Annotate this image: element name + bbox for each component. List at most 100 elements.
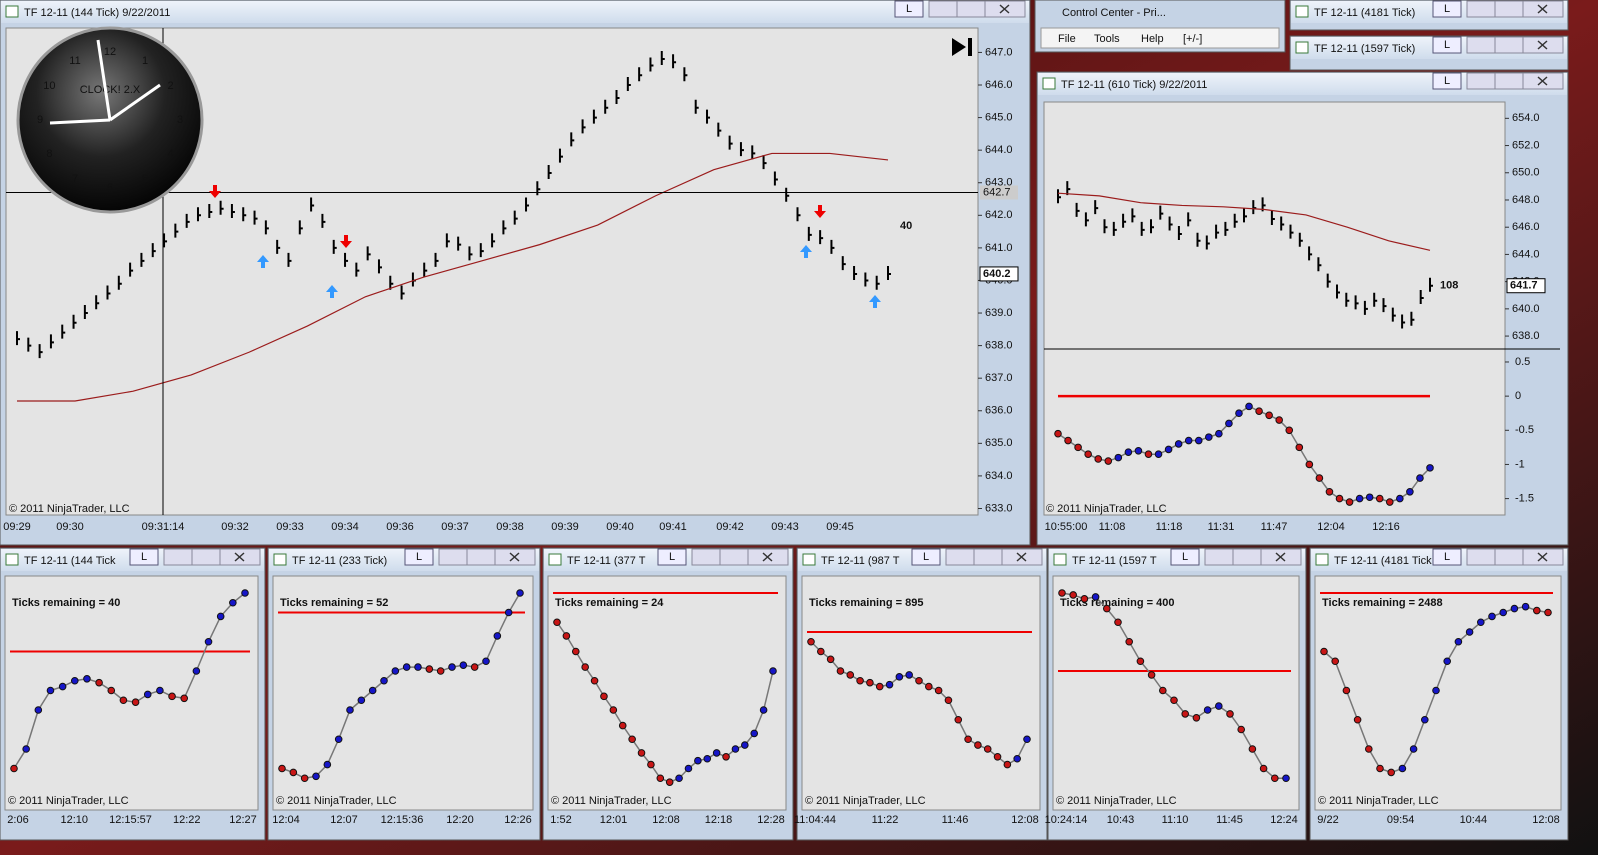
oscillator-dot <box>156 686 164 695</box>
maximize-button[interactable] <box>466 548 496 566</box>
minimize-button[interactable] <box>928 0 958 18</box>
price-bar <box>1252 200 1257 215</box>
oscillator-dot <box>1074 443 1082 452</box>
oscillator-dot <box>323 760 332 769</box>
oscillator-dot <box>1499 608 1507 617</box>
button-l[interactable] <box>894 0 924 18</box>
menu-item[interactable]: File <box>1058 33 1076 45</box>
oscillator-dot <box>1416 474 1424 482</box>
minimize-button[interactable] <box>945 548 975 566</box>
x-tick-label: 12:27 <box>229 814 257 826</box>
maximize-button[interactable] <box>1494 72 1524 90</box>
button-l[interactable] <box>1170 548 1200 566</box>
button-l[interactable] <box>404 548 434 566</box>
oscillator-dot <box>562 632 571 640</box>
button-l[interactable] <box>1432 72 1462 90</box>
button-l-label: L <box>1182 551 1188 563</box>
oscillator-dot <box>414 663 422 671</box>
oscillator-dot <box>915 676 923 685</box>
oscillator-dot <box>131 698 140 707</box>
price-bar <box>163 233 168 248</box>
oscillator-dot <box>1144 450 1153 459</box>
x-tick-label: 10:44 <box>1460 814 1488 826</box>
button-l[interactable] <box>1432 548 1462 566</box>
price-bar <box>1159 205 1164 220</box>
ticks-label: 40 <box>900 220 912 232</box>
oscillator-dot <box>1054 429 1062 438</box>
button-l[interactable] <box>129 548 159 566</box>
maximize-button[interactable] <box>1494 36 1524 54</box>
oscillator-dot <box>1192 714 1201 722</box>
button-l[interactable] <box>1432 36 1462 54</box>
maximize-button[interactable] <box>973 548 1003 566</box>
maximize-button[interactable] <box>956 0 986 18</box>
oscillator-dot <box>95 678 103 687</box>
x-tick-label: 09:39 <box>551 521 579 533</box>
close-glyph <box>1275 552 1286 562</box>
y-tick-label: 644.0 <box>985 144 1013 156</box>
minimize-button[interactable] <box>163 548 193 566</box>
price-bar <box>830 239 835 254</box>
oscillator-dot <box>1396 494 1404 503</box>
y-tick-label: 646.0 <box>1512 221 1540 233</box>
oscillator-dot <box>1385 498 1394 506</box>
oscillator-dot <box>875 682 884 691</box>
oscillator-dot <box>1245 402 1253 411</box>
minimize-button[interactable] <box>1204 548 1234 566</box>
x-tick-label: 12:07 <box>330 814 358 826</box>
minimize-button[interactable] <box>691 548 721 566</box>
button-l-label: L <box>923 551 929 563</box>
minimize-button[interactable] <box>1466 36 1496 54</box>
play-end-icon[interactable] <box>952 38 972 56</box>
oscillator-dot <box>618 721 627 730</box>
window-title: TF 12-11 (144 Tick <box>24 555 116 567</box>
oscillator-dot <box>1114 618 1122 627</box>
window-title: TF 12-11 (610 Tick) 9/22/2011 <box>1061 79 1207 91</box>
x-tick-label: 11:31 <box>1208 521 1235 533</box>
price-bar <box>1243 208 1247 223</box>
menu-item[interactable]: [+/-] <box>1183 33 1202 45</box>
button-l-label: L <box>141 551 147 563</box>
price-bar <box>38 344 43 359</box>
oscillator-dot <box>357 696 366 705</box>
price-bar <box>457 236 462 251</box>
oscillator-dot <box>964 735 972 744</box>
oscillator-dot <box>807 637 815 646</box>
x-tick-label: 12:04 <box>272 814 300 826</box>
oscillator-dot <box>1544 608 1552 617</box>
minimize-button[interactable] <box>1466 0 1496 18</box>
y-tick-label: 641.0 <box>985 242 1013 254</box>
oscillator-dot <box>402 663 411 671</box>
oscillator-dot <box>1255 407 1263 415</box>
clock-numeral: 11 <box>69 55 80 67</box>
price-bar <box>751 145 756 160</box>
button-l[interactable] <box>657 548 687 566</box>
window-title: TF 12-11 (1597 Tick) <box>1314 43 1415 55</box>
maximize-button[interactable] <box>1232 548 1262 566</box>
oscillator-dot <box>1406 487 1414 496</box>
x-tick-label: 1:52 <box>550 814 571 826</box>
button-l[interactable] <box>911 548 941 566</box>
menu-item[interactable]: Help <box>1141 33 1164 45</box>
price-bar <box>1354 295 1359 310</box>
maximize-button[interactable] <box>1494 0 1524 18</box>
price-bar <box>1345 292 1350 307</box>
price-bar <box>1196 232 1201 247</box>
price-bar <box>1215 224 1220 239</box>
menu-item[interactable]: Tools <box>1094 33 1120 45</box>
button-l[interactable] <box>1432 0 1462 18</box>
oscillator-dot <box>741 741 749 749</box>
maximize-button[interactable] <box>719 548 749 566</box>
minimize-button[interactable] <box>1466 72 1496 90</box>
oscillator-dot <box>1215 702 1223 710</box>
maximize-button[interactable] <box>191 548 221 566</box>
maximize-button[interactable] <box>1494 548 1524 566</box>
oscillator-dot <box>1345 498 1354 506</box>
oscillator-dot <box>168 692 176 701</box>
minimize-button[interactable] <box>1466 548 1496 566</box>
price-bar <box>1066 181 1071 196</box>
oscillator-dot <box>1203 706 1212 714</box>
x-tick-label: 11:08 <box>1099 521 1126 533</box>
minimize-button[interactable] <box>438 548 468 566</box>
